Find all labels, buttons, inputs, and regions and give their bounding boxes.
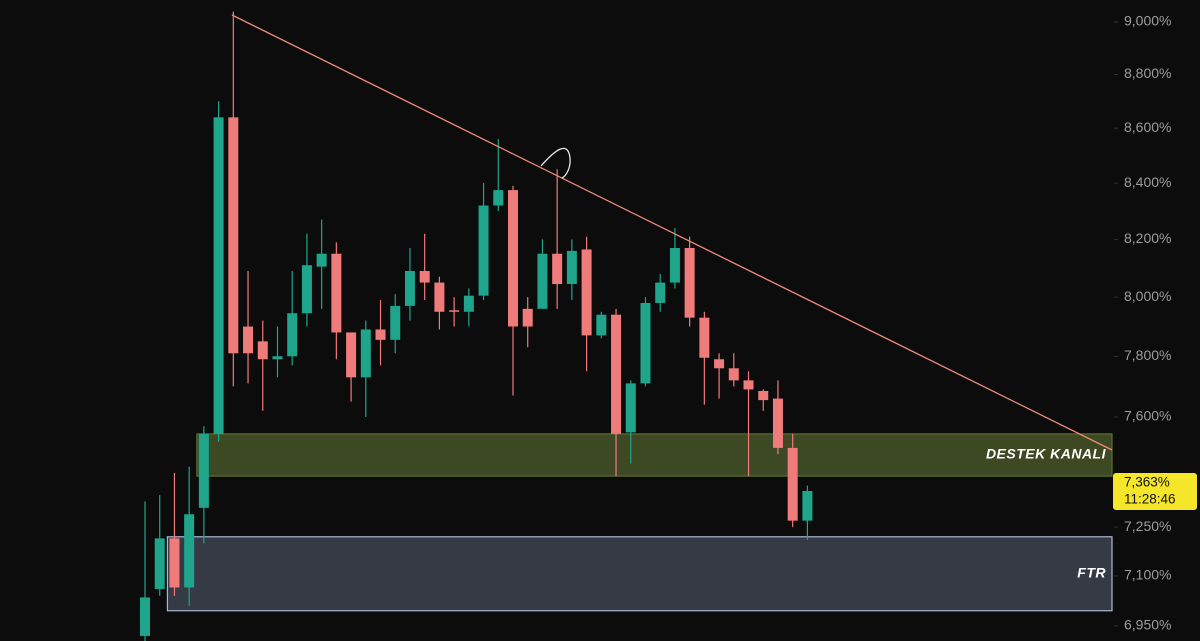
last-price-label: 7,363% [1124, 475, 1170, 490]
candle-body [596, 314, 607, 336]
candle-body [728, 368, 739, 381]
candle-body [390, 305, 401, 340]
candle-body [287, 313, 298, 357]
candle-body [434, 282, 445, 312]
candle-body [404, 270, 415, 306]
candle-body [625, 383, 636, 433]
candle-body [508, 190, 518, 327]
candle-body [640, 302, 651, 384]
candle-body [140, 597, 150, 636]
candle-body [449, 310, 460, 312]
y-tick-label: 6,950% [1124, 617, 1171, 633]
candle-body [331, 253, 342, 333]
trend-line [231, 14, 1113, 451]
candle-body [566, 250, 577, 285]
candle-body [787, 447, 798, 521]
candle-body [346, 332, 357, 378]
candles [140, 11, 813, 641]
candle-body [184, 514, 195, 588]
candle-body [493, 190, 504, 206]
zone [196, 433, 1113, 477]
candle-body [301, 265, 312, 314]
candle-body [669, 247, 680, 283]
candle-body [360, 329, 371, 378]
candle-body [154, 538, 165, 590]
zone [166, 536, 1113, 612]
zones: DESTEK KANALI FTR [166, 433, 1113, 612]
candle-body [581, 249, 592, 336]
y-tick-label: 8,200% [1124, 230, 1171, 246]
y-tick-label: 8,400% [1124, 174, 1171, 190]
candle-body [228, 117, 239, 354]
candle-body [684, 247, 695, 318]
candle-body [272, 356, 283, 360]
candle-body [655, 282, 666, 303]
y-tick-label: 9,000% [1124, 13, 1171, 29]
y-tick-label: 7,250% [1124, 518, 1171, 534]
y-tick-label: 7,100% [1124, 567, 1171, 583]
candle-body [419, 270, 430, 283]
y-tick-label: 8,800% [1124, 65, 1171, 81]
candle-body [758, 390, 769, 401]
candle-body [714, 359, 725, 369]
candle-body [375, 329, 386, 340]
overlay: 7,363% 11:28:46 [1113, 472, 1197, 510]
annotation-arc [540, 147, 571, 179]
y-tick-label: 7,800% [1124, 347, 1171, 363]
candle-body [213, 117, 224, 434]
candle-body [316, 253, 327, 267]
candle-body [743, 380, 754, 390]
candle-body [699, 317, 710, 358]
candle-body [257, 341, 268, 360]
y-axis: 9,000% 8,800% 8,600% 8,400% 8,200% 8,000% 7,80… [1114, 13, 1171, 633]
candle-body [537, 253, 548, 309]
countdown: 11:28:46 [1124, 492, 1176, 507]
price-box [1113, 472, 1197, 510]
candle-body [198, 433, 209, 508]
candle-body [243, 326, 254, 354]
zone-label: FTR [1077, 564, 1106, 580]
candle-body [552, 253, 563, 285]
candle-body [522, 308, 533, 327]
candle-body [463, 295, 474, 312]
candle-body [802, 490, 813, 521]
y-tick-label: 7,600% [1124, 408, 1171, 424]
candle-body [478, 205, 489, 296]
y-tick-label: 8,000% [1124, 288, 1171, 304]
candle-body [611, 314, 622, 434]
zone-label: DESTEK KANALI [986, 446, 1107, 462]
candle-body [169, 538, 180, 588]
y-tick-label: 8,600% [1124, 119, 1171, 135]
candle-body [772, 398, 783, 448]
